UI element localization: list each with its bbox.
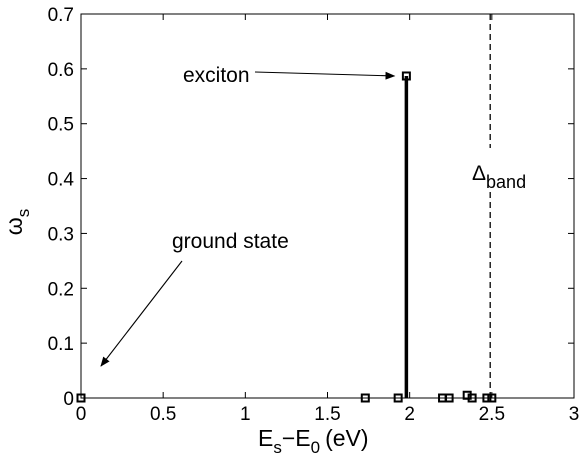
ground-state-arrow (100, 260, 183, 367)
y-tick-label: 0.4 (48, 170, 75, 191)
data-point (360, 393, 370, 403)
x-tick-label: 2.5 (479, 404, 505, 425)
y-tick-label: 0.6 (48, 60, 74, 81)
y-tick-label: 0 (63, 389, 74, 410)
y-tick-label: 0.5 (48, 115, 74, 136)
exciton-arrow (254, 71, 396, 80)
x-tick-label: 1.5 (314, 404, 340, 425)
band-edge-label: Δband (472, 162, 526, 192)
annotations: exciton ground state (100, 64, 396, 367)
data-point (487, 393, 497, 403)
plot-frame (80, 13, 575, 399)
data-point (76, 393, 86, 403)
data-point (482, 393, 492, 403)
x-tick-label: 1 (240, 404, 251, 425)
data-point (467, 393, 477, 403)
y-axis-label: ωs (1, 209, 33, 235)
x-tick-label: 3 (569, 404, 580, 425)
y-tick-label: 0.2 (48, 279, 74, 300)
y-tick-label: 0.7 (48, 5, 74, 26)
y-tick-label: 0.1 (48, 334, 74, 355)
axes (80, 13, 575, 399)
exciton-label: exciton (183, 64, 250, 87)
x-axis-label: Es−E0 (eV) (258, 425, 369, 457)
data-point (393, 393, 403, 403)
data-marks (76, 14, 497, 403)
y-tick-label: 0.3 (48, 224, 74, 245)
x-tick-label: 0 (76, 404, 87, 425)
data-point (401, 71, 411, 81)
ticks: 0 0.5 1 1.5 2 2.5 3 0 0.1 0.2 0.3 0.4 0.5 0.6 0.7 (48, 5, 580, 425)
x-tick-label: 2 (404, 404, 415, 425)
ground-state-label: ground state (172, 230, 289, 253)
x-tick-label: 0.5 (150, 404, 176, 425)
data-point (444, 393, 454, 403)
